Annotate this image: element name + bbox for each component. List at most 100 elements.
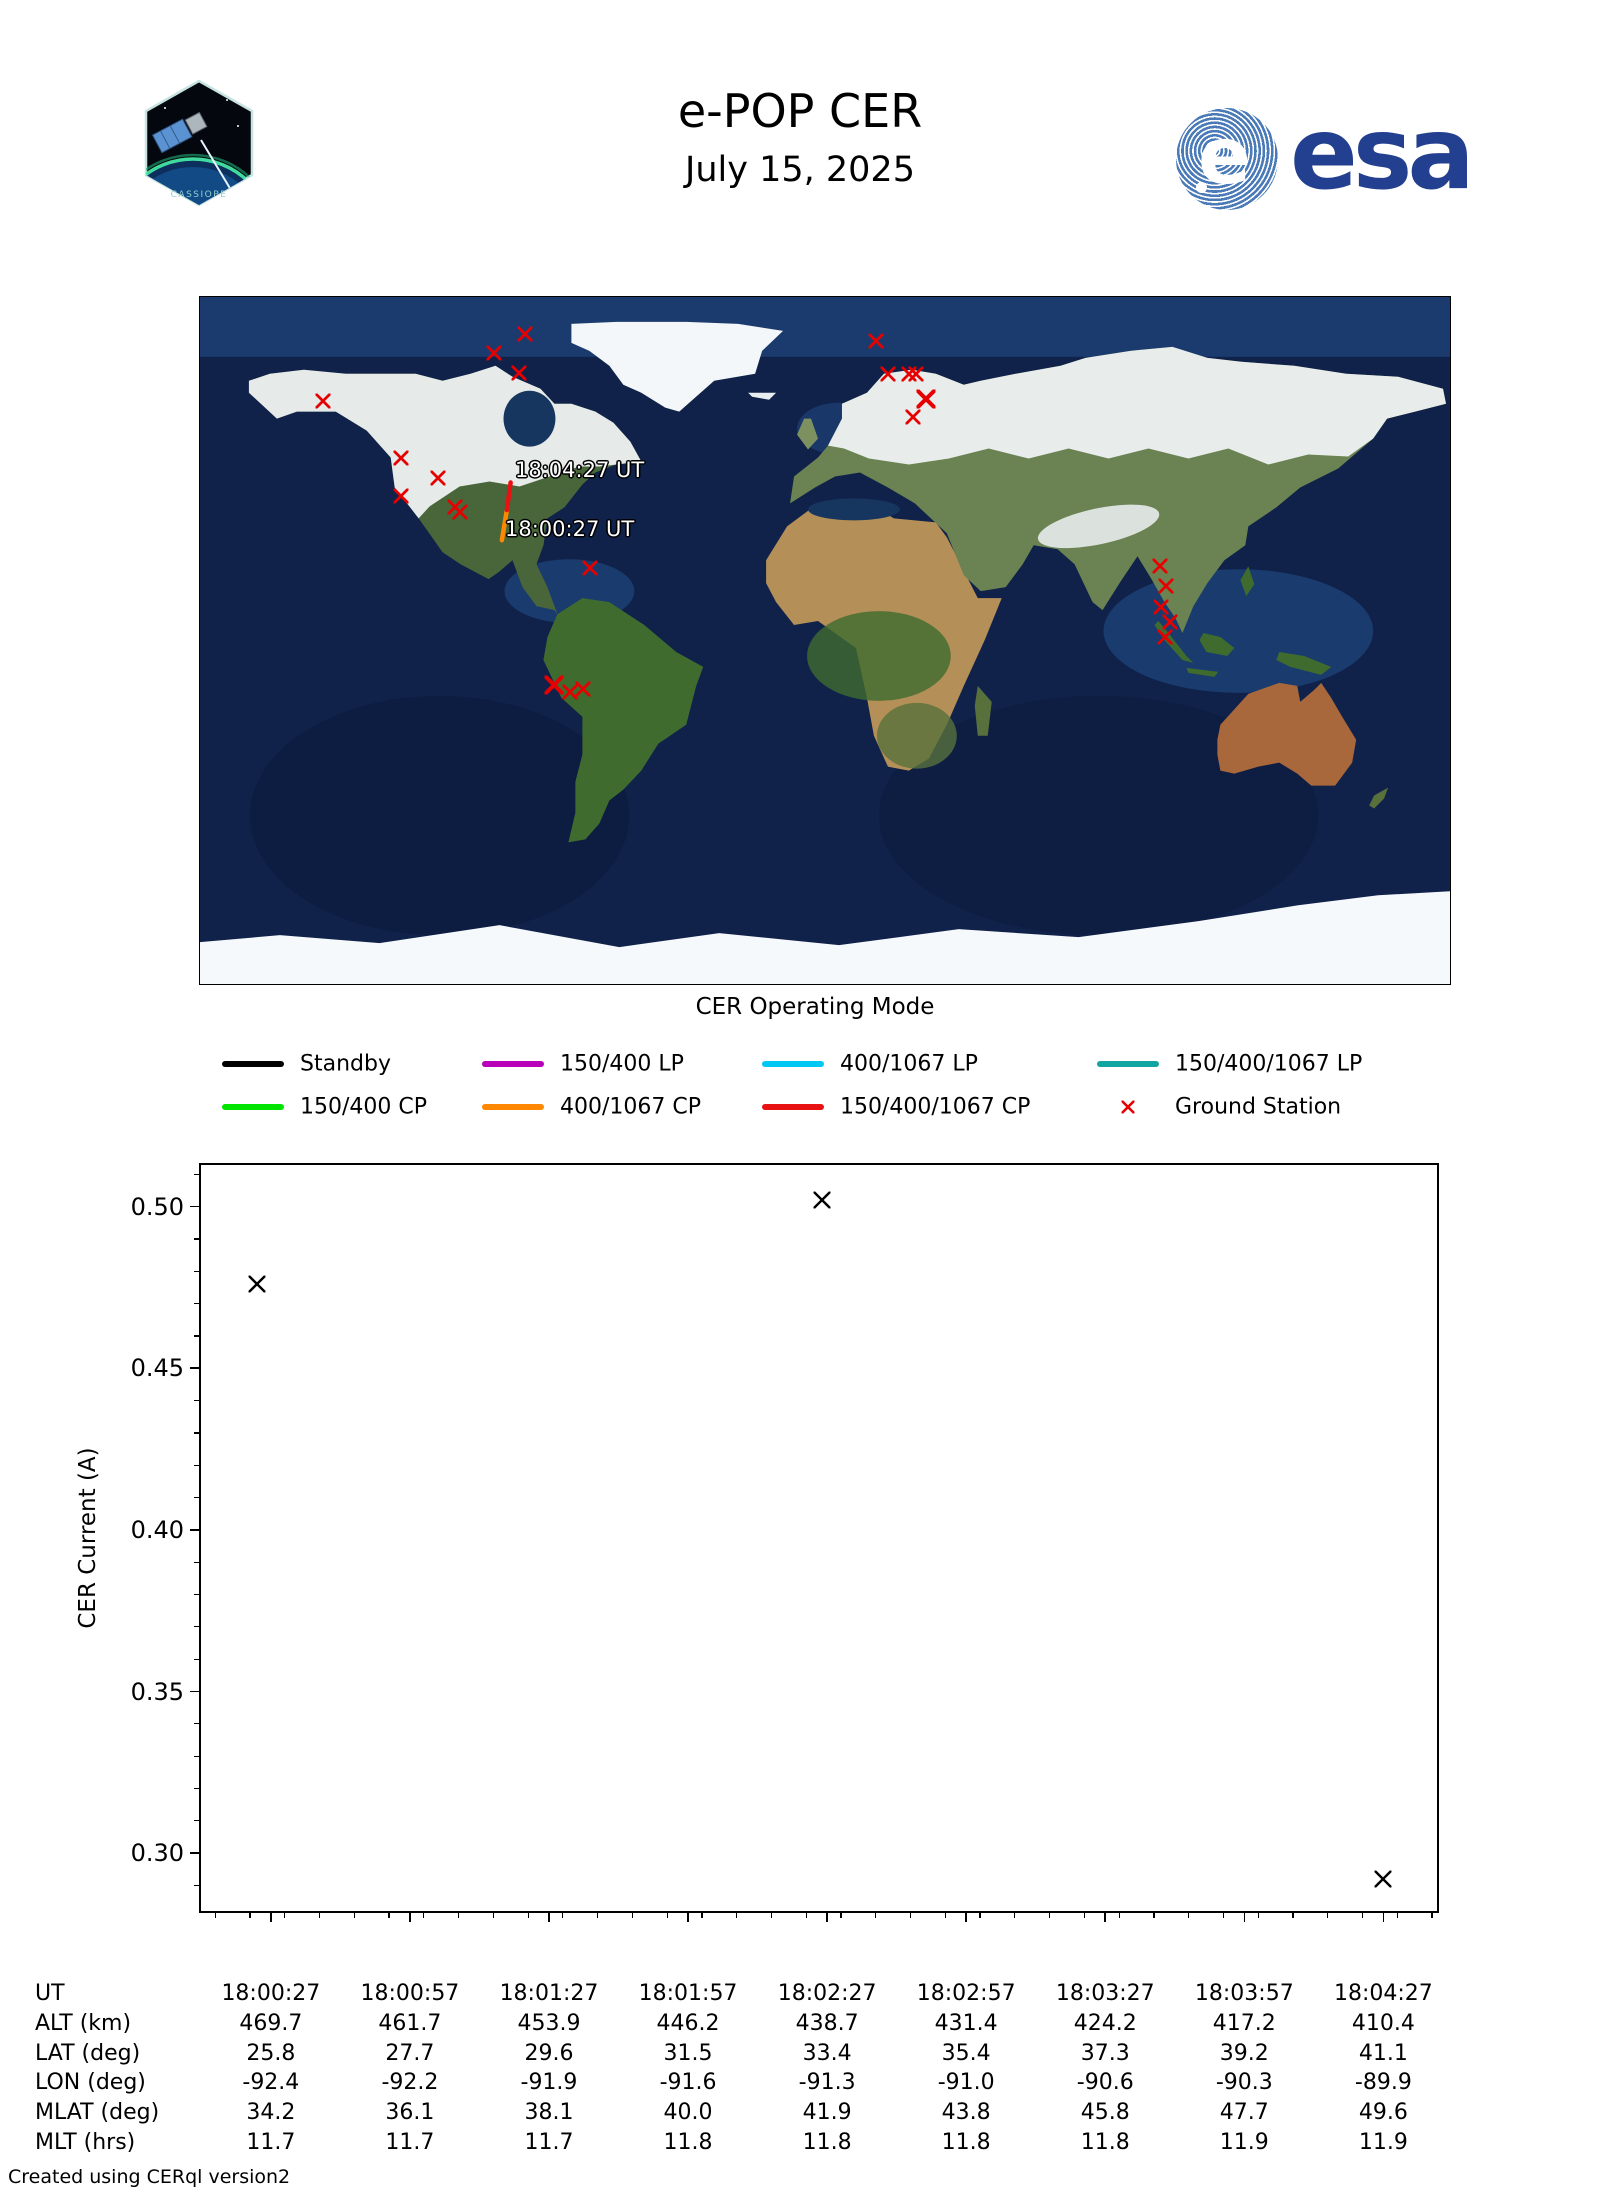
- table-row-label: ALT (km): [35, 2011, 132, 2036]
- x-major-tick: [548, 1913, 550, 1922]
- legend-label: Ground Station: [1175, 1094, 1342, 1120]
- trajectory-segment: [499, 507, 510, 543]
- x-major-tick: [1382, 1913, 1385, 1922]
- x-minor-tick: [944, 1913, 946, 1918]
- y-major-tick: [190, 1367, 199, 1370]
- table-cell: 11.8: [802, 2130, 852, 2155]
- table-cell: 410.4: [1351, 2011, 1415, 2036]
- table-cell: 41.9: [802, 2100, 852, 2125]
- satellite-trajectory: [499, 480, 513, 543]
- y-major-tick: [190, 1690, 199, 1693]
- x-major-tick: [1104, 1913, 1107, 1922]
- y-major-tick: [190, 1529, 199, 1531]
- world-map-graphic: [200, 297, 1450, 984]
- patch-mission-name: CASSIOPE: [171, 190, 228, 200]
- table-cell: 41.1: [1358, 2041, 1408, 2066]
- legend-label: 150/400 LP: [560, 1051, 684, 1077]
- table-cell: 29.6: [524, 2041, 574, 2066]
- table-cell: 25.8: [246, 2041, 296, 2066]
- y-axis-label: CER Current (A): [75, 1447, 101, 1629]
- table-cell: 469.7: [239, 2011, 303, 2036]
- ground-station-marker: [1157, 629, 1173, 645]
- x-major-tick: [826, 1913, 828, 1922]
- esa-logo: e esa: [1176, 100, 1476, 210]
- legend-label: Standby: [300, 1051, 391, 1077]
- table-cell: 18:04:27: [1333, 1981, 1433, 2006]
- y-minor-tick: [194, 1626, 199, 1628]
- table-cell: 11.7: [524, 2130, 574, 2155]
- x-minor-tick: [1292, 1913, 1294, 1918]
- table-cell: 11.9: [1358, 2130, 1408, 2155]
- y-minor-tick: [194, 1400, 199, 1402]
- table-cell: 36.1: [385, 2100, 435, 2125]
- table-cell: 37.3: [1080, 2041, 1130, 2066]
- legend-label: 400/1067 CP: [560, 1094, 702, 1120]
- y-minor-tick: [194, 1593, 199, 1596]
- table-cell: 431.4: [934, 2011, 998, 2036]
- table-cell: -90.6: [1076, 2070, 1134, 2095]
- ground-station-marker: [1152, 558, 1168, 575]
- table-cell: 18:00:57: [360, 1981, 460, 2006]
- x-minor-tick: [249, 1913, 251, 1918]
- legend-label: 150/400/1067 CP: [840, 1094, 1031, 1120]
- cassiope-mission-patch: CASSIOPE: [143, 78, 255, 208]
- table-cell: -91.0: [937, 2070, 995, 2095]
- data-point-x-marker: [1374, 1870, 1393, 1888]
- x-major-tick: [687, 1913, 689, 1922]
- table-cell: 461.7: [378, 2011, 442, 2036]
- y-minor-tick: [194, 1464, 199, 1466]
- time-label-layer: 18:04:27 UT 18:00:27 UT: [200, 297, 1450, 984]
- ground-station-marker: [1162, 614, 1178, 630]
- table-cell: 45.8: [1080, 2100, 1130, 2125]
- x-minor-tick: [388, 1913, 390, 1918]
- table-cell: 438.7: [795, 2011, 859, 2036]
- table-cell: -91.3: [798, 2070, 856, 2095]
- table-cell: 27.7: [385, 2041, 435, 2066]
- y-tick-label: 0.35: [130, 1677, 184, 1706]
- table-cell: 34.2: [246, 2100, 296, 2125]
- x-minor-tick: [214, 1913, 216, 1918]
- x-minor-tick: [631, 1913, 633, 1918]
- ground-station-marker: [393, 488, 410, 505]
- x-minor-tick: [979, 1913, 981, 1918]
- x-minor-tick: [423, 1913, 425, 1918]
- ground-station-layer: [200, 297, 1450, 984]
- ground-station-marker: [574, 680, 591, 697]
- y-tick-label: 0.40: [130, 1515, 184, 1544]
- ground-station-marker: [915, 388, 937, 410]
- table-cell: 18:02:57: [916, 1981, 1016, 2006]
- table-cell: 31.5: [663, 2041, 713, 2066]
- x-minor-tick: [1153, 1913, 1155, 1918]
- y-minor-tick: [194, 1820, 199, 1822]
- x-minor-tick: [840, 1913, 842, 1918]
- y-minor-tick: [194, 1884, 199, 1887]
- table-cell: 47.7: [1219, 2100, 1269, 2125]
- legend-swatch-150-400-1067-lp: [1097, 1061, 1159, 1067]
- legend-label: 150/400 CP: [300, 1094, 428, 1120]
- x-major-tick: [409, 1913, 411, 1922]
- cer-current-plot: [199, 1163, 1439, 1913]
- legend-swatch-150-400-lp: [482, 1061, 544, 1067]
- table-cell: 38.1: [524, 2100, 574, 2125]
- y-minor-tick: [194, 1496, 199, 1499]
- x-minor-tick: [284, 1913, 286, 1918]
- table-cell: -91.9: [520, 2070, 578, 2095]
- ground-station-marker: [314, 392, 331, 409]
- esa-globe-dot: [1196, 182, 1207, 193]
- table-cell: -91.6: [659, 2070, 717, 2095]
- legend-label: 400/1067 LP: [840, 1051, 978, 1077]
- legend-swatch-150-400-cp: [222, 1104, 284, 1110]
- ground-station-marker: [908, 366, 925, 382]
- table-cell: 43.8: [941, 2100, 991, 2125]
- table-cell: 35.4: [941, 2041, 991, 2066]
- ground-station-marker: [510, 364, 527, 381]
- table-row-label: MLAT (deg): [35, 2100, 160, 2125]
- table-cell: -92.4: [242, 2070, 300, 2095]
- y-minor-tick: [194, 1270, 199, 1272]
- trajectory-time-label: 18:00:27 UT: [505, 517, 635, 542]
- ground-station-marker: [582, 560, 598, 577]
- table-cell: 453.9: [517, 2011, 581, 2036]
- table-row-label: LON (deg): [35, 2070, 146, 2095]
- ground-station-marker: [879, 366, 896, 382]
- table-cell: 417.2: [1212, 2011, 1276, 2036]
